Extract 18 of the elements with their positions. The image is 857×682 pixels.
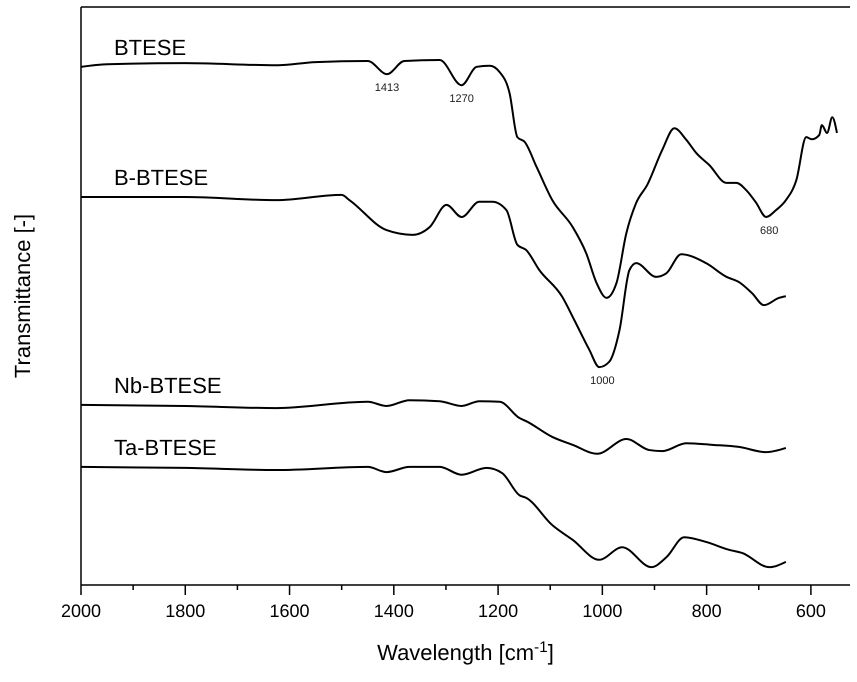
series-label: Ta-BTESE bbox=[114, 434, 217, 460]
series-label: B-BTESE bbox=[114, 165, 208, 190]
annotation: 680 bbox=[760, 224, 778, 237]
x-tick-label: 800 bbox=[692, 601, 722, 621]
x-tick-label: 600 bbox=[796, 601, 826, 621]
series-label: Nb-BTESE bbox=[114, 372, 222, 398]
annotation: 1413 bbox=[374, 82, 400, 94]
annotation: 1270 bbox=[449, 93, 474, 106]
x-tick-label: 1600 bbox=[270, 601, 310, 621]
x-tick-label: 1000 bbox=[582, 601, 622, 621]
x-tick-label: 1800 bbox=[165, 601, 206, 621]
x-tick-label: 2000 bbox=[60, 601, 102, 621]
y-axis-title: Transmittance [-] bbox=[10, 214, 35, 378]
x-tick-label: 1200 bbox=[478, 601, 518, 621]
series-label: BTESE bbox=[114, 34, 186, 60]
x-tick-label: 1400 bbox=[374, 601, 414, 621]
x-axis-title: Wavelength [cm$^{-1}$] bbox=[377, 638, 554, 665]
annotation: 1000 bbox=[590, 375, 615, 388]
